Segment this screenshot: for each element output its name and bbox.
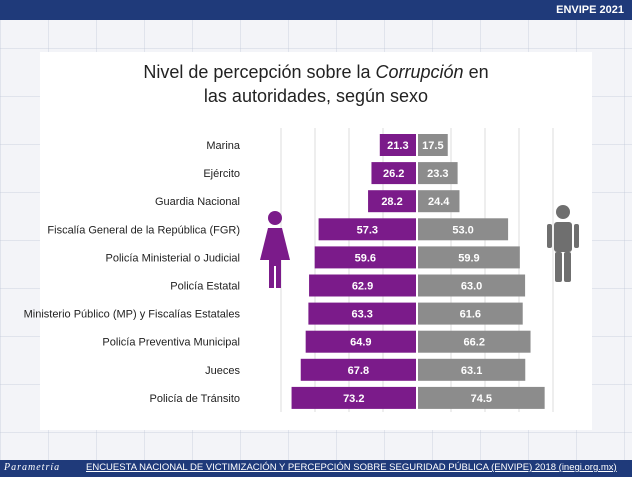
top-bar (0, 0, 632, 20)
value-label-women: 59.6 (355, 252, 376, 264)
bar-women (300, 358, 416, 381)
category-label: Policía Preventiva Municipal (102, 337, 240, 349)
value-label-women: 26.2 (383, 168, 404, 180)
brand-logo: Parametría (4, 462, 61, 473)
bar-women (368, 190, 416, 213)
category-label: Marina (206, 140, 241, 152)
title-line-1: Nivel de percepción sobre la Corrupción … (96, 60, 536, 84)
category-label: Ministerio Público (MP) y Fiscalías Esta… (24, 309, 241, 321)
value-label-women: 64.9 (350, 337, 371, 349)
chart-title: Nivel de percepción sobre la Corrupción … (96, 60, 536, 108)
value-label-women: 62.9 (352, 281, 373, 293)
bar-women (318, 218, 416, 241)
category-label: Policía de Tránsito (150, 393, 241, 405)
bar-men (418, 302, 523, 325)
title-prefix: Nivel de percepción sobre la (143, 62, 376, 82)
value-label-women: 28.2 (381, 196, 402, 208)
bar-men (418, 358, 526, 381)
bar-women (371, 162, 416, 185)
value-label-women: 21.3 (387, 140, 408, 152)
value-label-men: 53.0 (452, 224, 473, 236)
title-line-2: las autoridades, según sexo (203, 86, 429, 106)
bar-men (418, 218, 509, 241)
category-label: Fiscalía General de la República (FGR) (47, 224, 240, 236)
bar-men (418, 274, 526, 297)
value-label-men: 63.1 (461, 365, 482, 377)
category-label: Guardia Nacional (155, 196, 240, 208)
bar-men (418, 330, 531, 353)
source-link[interactable]: ENCUESTA NACIONAL DE VICTIMIZACIÓN Y PER… (86, 462, 617, 473)
category-label: Ejército (203, 168, 240, 180)
category-label: Policía Estatal (170, 281, 240, 293)
title-emphasis: Corrupción (375, 62, 464, 82)
bar-men (418, 134, 448, 156)
bar-women (308, 302, 416, 325)
value-label-men: 74.5 (471, 393, 492, 405)
value-label-women: 63.3 (351, 309, 372, 321)
bar-women (309, 274, 416, 297)
value-label-men: 24.4 (428, 196, 450, 208)
bar-women (379, 134, 416, 156)
value-label-women: 73.2 (343, 393, 364, 405)
category-label: Jueces (205, 365, 240, 377)
bar-men (418, 386, 545, 409)
woman-icon (260, 211, 290, 288)
value-label-men: 66.2 (464, 337, 485, 349)
value-label-men: 63.0 (461, 281, 482, 293)
value-label-men: 17.5 (422, 140, 443, 152)
value-label-men: 23.3 (427, 168, 448, 180)
bar-women (305, 330, 416, 353)
value-label-women: 57.3 (357, 224, 378, 236)
footer-bar (0, 460, 632, 477)
value-label-men: 61.6 (460, 309, 481, 321)
value-label-men: 59.9 (458, 252, 479, 264)
man-icon (547, 205, 579, 282)
bar-men (418, 162, 458, 185)
value-label-women: 67.8 (348, 365, 369, 377)
bar-men (418, 190, 460, 213)
header-badge: ENVIPE 2021 (548, 0, 632, 20)
bar-women (314, 246, 416, 269)
category-label: Policía Ministerial o Judicial (106, 252, 241, 264)
title-suffix: en (463, 62, 489, 82)
bar-women (291, 386, 416, 409)
bar-men (418, 246, 520, 269)
